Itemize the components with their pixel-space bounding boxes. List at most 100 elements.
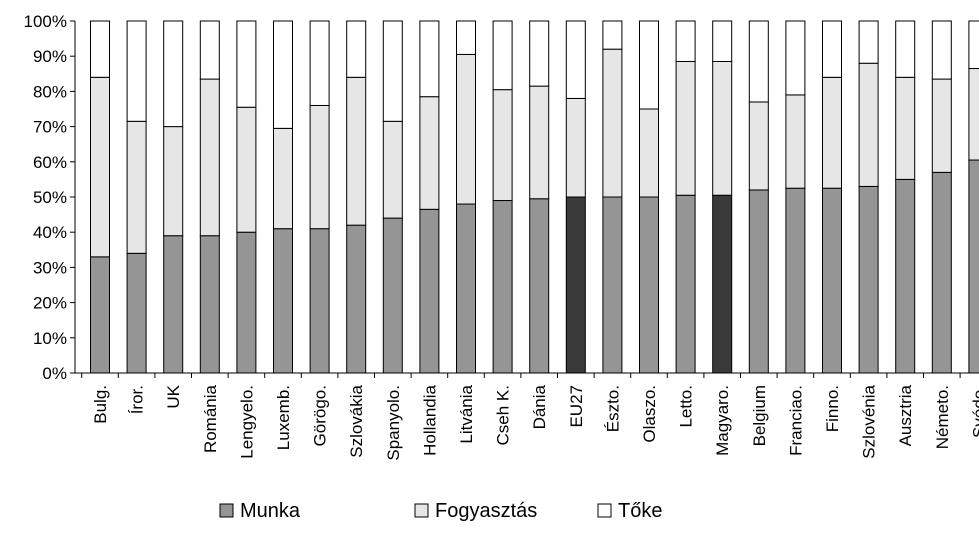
bar-segment-2 bbox=[309, 104, 330, 230]
x-tick-label: UK bbox=[164, 384, 183, 408]
y-tick-label: 20% bbox=[33, 294, 67, 313]
bar-segment-2 bbox=[968, 68, 979, 161]
bar-segment-1 bbox=[419, 208, 440, 374]
x-tick-label: Görögo. bbox=[311, 385, 330, 446]
y-tick-label: 10% bbox=[33, 329, 67, 348]
x-tick-label: Németo. bbox=[933, 385, 952, 449]
bar-segment-1 bbox=[126, 252, 147, 374]
x-tick-label: Finno. bbox=[823, 385, 842, 432]
x-tick-label: Cseh K. bbox=[494, 385, 513, 445]
bar-segment-3 bbox=[90, 20, 110, 78]
y-tick-label: 60% bbox=[33, 153, 67, 172]
x-tick-label: Magyaro. bbox=[713, 385, 732, 456]
bar-segment-2 bbox=[419, 96, 440, 210]
bar-segment-3 bbox=[456, 20, 476, 55]
bar-segment-2 bbox=[785, 94, 806, 189]
bar-segment-1 bbox=[602, 196, 623, 374]
bar-segment-3 bbox=[675, 20, 696, 62]
x-tick-label: Ausztria bbox=[896, 384, 915, 446]
bar-segment-3 bbox=[163, 20, 184, 128]
bar-segment-1 bbox=[895, 178, 916, 374]
bar-segment-1 bbox=[675, 194, 696, 374]
legend-label-2: Fogyasztás bbox=[435, 500, 537, 522]
x-tick-label: Belgium bbox=[750, 385, 769, 446]
bar-segment-2 bbox=[273, 127, 293, 230]
bar-segment-2 bbox=[748, 101, 769, 191]
bar-segment-3 bbox=[492, 20, 513, 91]
bar-segment-2 bbox=[126, 120, 147, 254]
bar-segment-1 bbox=[382, 217, 403, 374]
bar-segment-2 bbox=[382, 120, 403, 219]
bar-segment-3 bbox=[565, 20, 586, 99]
x-tick-label: Spanyolo. bbox=[384, 385, 403, 461]
bar-segment-1 bbox=[931, 171, 952, 374]
bar-segment-3 bbox=[748, 20, 769, 103]
bar-segment-2 bbox=[529, 85, 550, 200]
bar-segment-3 bbox=[419, 20, 440, 98]
bar-segment-1 bbox=[968, 159, 979, 374]
bar-segment-3 bbox=[199, 20, 220, 80]
legend-swatch-2 bbox=[414, 503, 429, 518]
bar-segment-1 bbox=[712, 194, 733, 374]
bar-segment-1 bbox=[236, 231, 257, 374]
x-tick-label: Hollandia bbox=[420, 384, 439, 455]
x-tick-label: Litvánia bbox=[457, 384, 476, 443]
bar-segment-2 bbox=[858, 62, 879, 187]
bar-segment-2 bbox=[712, 60, 733, 196]
bar-segment-1 bbox=[492, 200, 513, 374]
bar-segment-3 bbox=[529, 20, 550, 87]
bar-segment-2 bbox=[236, 106, 257, 233]
bar-segment-2 bbox=[675, 60, 696, 196]
bar-segment-2 bbox=[456, 53, 476, 205]
bar-segment-2 bbox=[90, 76, 110, 258]
bar-segment-3 bbox=[785, 20, 806, 96]
x-tick-label: Észto. bbox=[603, 385, 622, 432]
y-tick-label: 40% bbox=[33, 223, 67, 242]
bar-segment-1 bbox=[199, 235, 220, 374]
x-tick-label: Szlovénia bbox=[860, 384, 879, 458]
legend-swatch-3 bbox=[597, 503, 612, 518]
bar-segment-2 bbox=[565, 97, 586, 198]
bar-segment-3 bbox=[382, 20, 403, 122]
legend-swatch-1 bbox=[219, 503, 234, 518]
bar-segment-3 bbox=[126, 20, 147, 122]
bar-segment-1 bbox=[163, 235, 184, 374]
bar-segment-1 bbox=[90, 256, 110, 374]
bar-segment-3 bbox=[639, 20, 659, 110]
bar-segment-1 bbox=[565, 196, 586, 374]
y-tick-label: 50% bbox=[33, 188, 67, 207]
y-tick-label: 90% bbox=[33, 47, 67, 66]
bar-segment-1 bbox=[858, 185, 879, 374]
x-tick-label: Bulg. bbox=[91, 385, 110, 424]
bar-segment-3 bbox=[309, 20, 330, 106]
bar-segment-1 bbox=[748, 189, 769, 374]
bar-segment-3 bbox=[236, 20, 257, 108]
bar-segment-2 bbox=[346, 76, 367, 226]
legend-label-3: Tőke bbox=[618, 500, 662, 522]
bar-segment-1 bbox=[346, 224, 367, 374]
x-tick-label: Szlovákia bbox=[347, 384, 366, 457]
x-tick-label: Lengyelo. bbox=[237, 385, 256, 459]
bar-segment-2 bbox=[602, 48, 623, 198]
bar-segment-2 bbox=[492, 89, 513, 202]
bar-segment-3 bbox=[968, 20, 979, 70]
bar-segment-1 bbox=[529, 198, 550, 374]
x-tick-label: Svédo. bbox=[969, 385, 979, 438]
x-tick-label: EU27 bbox=[567, 385, 586, 428]
bar-segment-1 bbox=[273, 228, 293, 374]
x-tick-label: Dánia bbox=[530, 384, 549, 429]
y-tick-label: 30% bbox=[33, 258, 67, 277]
y-tick-label: 80% bbox=[33, 82, 67, 101]
y-tick-label: 70% bbox=[33, 118, 67, 137]
y-tick-label: 0% bbox=[42, 364, 67, 383]
bar-segment-1 bbox=[309, 228, 330, 374]
bar-segment-2 bbox=[639, 108, 659, 198]
x-tick-label: Olaszo. bbox=[640, 385, 659, 443]
bar-segment-1 bbox=[785, 187, 806, 374]
x-tick-label: Luxemb. bbox=[274, 385, 293, 450]
x-tick-label: Letto. bbox=[677, 385, 696, 428]
bar-segment-2 bbox=[931, 78, 952, 173]
bar-segment-3 bbox=[931, 20, 952, 80]
y-tick-label: 100% bbox=[24, 12, 67, 31]
